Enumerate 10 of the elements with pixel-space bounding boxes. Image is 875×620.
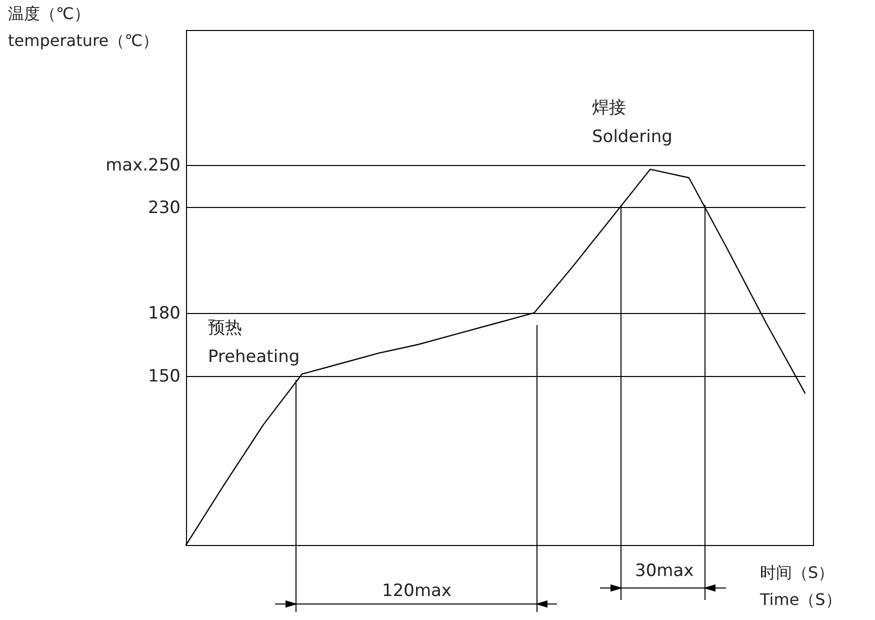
- annotation: 焊接 Soldering: [592, 98, 672, 147]
- x-axis-title: 时间（S） Time（S）: [759, 563, 842, 610]
- text: 120max: [382, 581, 452, 601]
- annotation: 预热 Preheating: [208, 318, 300, 367]
- y-axis-title: 温度（℃） temperature（℃）: [8, 4, 159, 50]
- y-tick-label: 150: [148, 366, 180, 387]
- y-tick-label: 230: [148, 198, 180, 218]
- y-tick-label: 180: [148, 303, 180, 324]
- text: 30max: [635, 561, 694, 581]
- y-tick-label: max.250: [106, 156, 180, 176]
